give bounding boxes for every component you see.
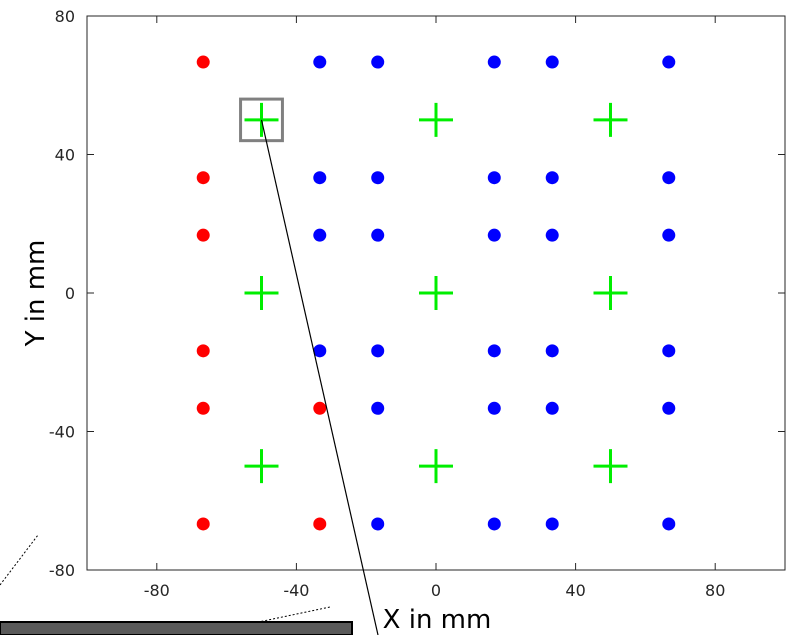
blue-data-point (487, 401, 501, 415)
blue-data-point (487, 171, 501, 185)
x-tick-label: -80 (144, 581, 170, 600)
inset-panel-edge (0, 621, 353, 635)
blue-data-point (371, 517, 385, 531)
blue-data-point (313, 228, 327, 242)
blue-data-point (487, 228, 501, 242)
blue-data-point (487, 55, 501, 69)
green-plus-marker (419, 102, 453, 137)
y-tick-label: -80 (49, 561, 75, 580)
green-plus-marker (419, 449, 453, 484)
blue-data-point (545, 517, 559, 531)
x-tick-label: 0 (431, 581, 441, 600)
y-tick-label: 40 (55, 146, 75, 165)
blue-data-point (371, 171, 385, 185)
green-plus-marker (244, 449, 279, 484)
y-tick-label: 0 (65, 284, 75, 303)
green-plus-marker (593, 276, 628, 310)
blue-data-point (371, 401, 385, 415)
red-data-point (196, 401, 210, 415)
blue-data-point (662, 171, 676, 185)
red-data-point (196, 171, 210, 185)
red-data-point (313, 517, 327, 531)
blue-data-point (545, 344, 559, 358)
blue-data-point (662, 517, 676, 531)
blue-data-point (313, 171, 327, 185)
blue-data-point (545, 171, 559, 185)
highlight-box (239, 97, 284, 143)
blue-data-point (545, 55, 559, 69)
green-plus-marker (419, 276, 453, 310)
blue-data-point (487, 344, 501, 358)
red-data-point (196, 228, 210, 242)
blue-data-point (371, 228, 385, 242)
blue-data-point (487, 517, 501, 531)
blue-data-point (662, 228, 676, 242)
y-axis-label: Y in mm (21, 240, 51, 348)
red-data-point (196, 344, 210, 358)
red-data-point (196, 55, 210, 69)
blue-data-point (371, 55, 385, 69)
y-tick-label: 80 (55, 7, 75, 26)
red-data-point (313, 401, 327, 415)
pointer-line (260, 119, 379, 635)
blue-data-point (313, 344, 327, 358)
blue-data-point (545, 401, 559, 415)
x-tick-label: 80 (705, 581, 725, 600)
blue-data-point (313, 55, 327, 69)
green-plus-marker (593, 449, 628, 484)
blue-data-point (662, 55, 676, 69)
x-axis-label: X in mm (383, 605, 492, 635)
blue-data-point (662, 344, 676, 358)
x-tick-label: 40 (565, 581, 585, 600)
blue-data-point (545, 228, 559, 242)
green-plus-marker (593, 102, 628, 137)
red-data-point (196, 517, 210, 531)
green-plus-marker (244, 276, 279, 310)
x-tick-label: -40 (283, 581, 309, 600)
blue-data-point (662, 401, 676, 415)
blue-data-point (371, 344, 385, 358)
y-tick-label: -40 (49, 423, 75, 442)
inset-connector-dashed-left (0, 534, 39, 586)
